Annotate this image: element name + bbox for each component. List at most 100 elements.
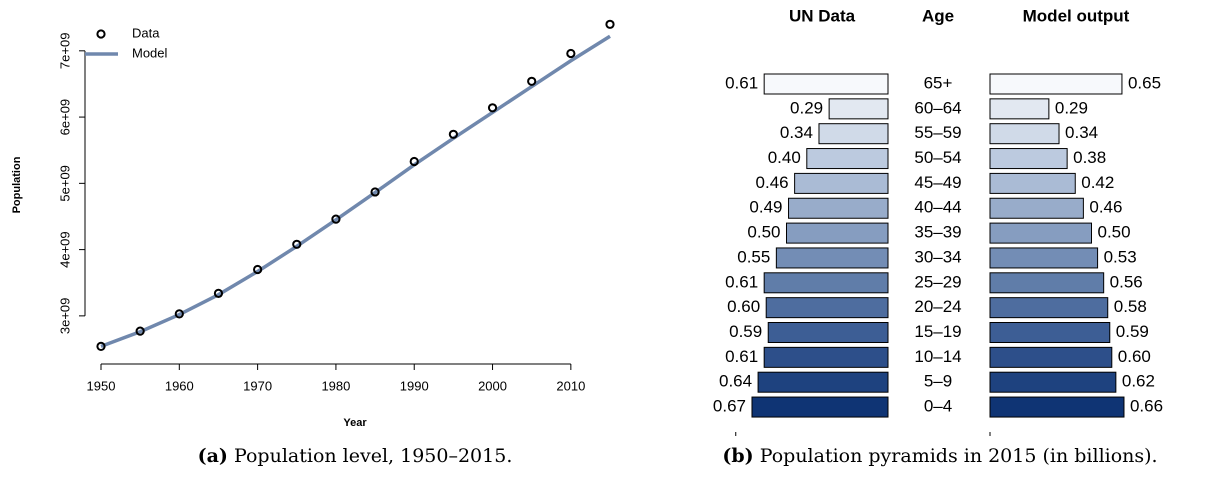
caption-text: Population pyramids in 2015 (in billions… <box>760 445 1158 467</box>
category-label: 35–39 <box>914 223 961 242</box>
x-axis-label: Year <box>343 417 367 429</box>
value-label: 0.59 <box>729 322 762 341</box>
value-label: 0.59 <box>1116 322 1149 341</box>
y-tick-label: 5e+09 <box>57 165 72 202</box>
bar <box>767 322 889 343</box>
bar <box>989 297 1109 319</box>
value-label: 0.50 <box>1098 223 1131 242</box>
bar <box>989 98 1050 120</box>
y-tick-label: 6e+09 <box>57 99 72 136</box>
value-label: 0.62 <box>1122 372 1155 391</box>
y-tick-label: 3e+09 <box>57 298 72 335</box>
category-label: 65+ <box>924 73 953 92</box>
x-tick-label: 1980 <box>321 378 350 393</box>
value-label: 0.42 <box>1081 173 1114 192</box>
category-label: 45–49 <box>914 173 961 192</box>
value-label: 0.55 <box>737 247 770 266</box>
value-label: 0.60 <box>1118 347 1151 366</box>
value-label: 0.61 <box>725 347 758 366</box>
bar <box>989 148 1068 170</box>
bar <box>794 172 889 194</box>
category-label: 5–9 <box>924 372 952 391</box>
category-label: 10–14 <box>914 347 961 366</box>
bar <box>989 197 1084 219</box>
data-point <box>448 129 458 139</box>
value-label: 0.66 <box>1130 397 1163 416</box>
value-label: 0.29 <box>790 98 823 117</box>
value-label: 0.38 <box>1073 148 1106 167</box>
x-tick-label: 2010 <box>556 378 585 393</box>
bar <box>818 123 889 145</box>
x-tick-label: 2000 <box>478 378 507 393</box>
caption: (a) Population level, 1950–2015. <box>198 445 513 467</box>
y-tick-label: 7e+09 <box>57 33 72 70</box>
bar <box>763 272 889 294</box>
value-label: 0.53 <box>1104 247 1137 266</box>
data-point <box>292 239 302 249</box>
bar <box>828 98 889 120</box>
category-label: 55–59 <box>914 123 961 142</box>
bar <box>989 247 1099 269</box>
x-tick-label: 1960 <box>165 378 194 393</box>
value-label: 0.58 <box>1114 297 1147 316</box>
data-point <box>253 264 263 275</box>
value-label: 0.46 <box>756 173 789 192</box>
data-point <box>566 48 576 59</box>
bar <box>989 172 1076 194</box>
y-tick-label: 4e+09 <box>57 231 72 268</box>
x-tick-label: 1990 <box>400 378 429 393</box>
caption-text: Population level, 1950–2015. <box>234 445 512 467</box>
bar <box>763 73 889 95</box>
data-point <box>174 309 184 319</box>
data-point <box>409 156 419 167</box>
data-point <box>370 187 380 197</box>
category-label: 0–4 <box>924 397 952 416</box>
value-label: 0.60 <box>727 297 760 316</box>
caption-label: (b) <box>722 445 753 467</box>
value-label: 0.61 <box>725 272 758 291</box>
legend-label: Data <box>132 25 160 40</box>
value-label: 0.34 <box>1065 123 1098 142</box>
category-label: 30–34 <box>914 247 961 266</box>
bar <box>751 396 889 418</box>
bar <box>989 73 1123 95</box>
bar <box>775 247 889 269</box>
category-header: Age <box>922 6 954 25</box>
bar <box>989 123 1060 145</box>
data-point <box>135 326 145 336</box>
data-point <box>331 214 341 224</box>
value-label: 0.65 <box>1128 73 1161 92</box>
legend-label: Model <box>132 45 168 60</box>
bar <box>765 297 889 319</box>
value-label: 0.40 <box>768 148 801 167</box>
x-tick-label: 1950 <box>87 378 116 393</box>
data-point <box>96 341 106 351</box>
bar <box>806 148 889 170</box>
data-point <box>213 288 224 298</box>
category-label: 40–44 <box>914 198 961 217</box>
value-label: 0.56 <box>1110 272 1143 291</box>
category-label: 20–24 <box>914 297 961 316</box>
value-label: 0.67 <box>713 397 746 416</box>
bar <box>763 346 889 368</box>
series-header: UN Data <box>789 6 856 25</box>
value-label: 0.64 <box>719 372 752 391</box>
bar <box>989 272 1105 294</box>
value-label: 0.34 <box>780 123 813 142</box>
value-label: 0.61 <box>725 73 758 92</box>
bar <box>989 396 1125 418</box>
bar <box>786 222 889 244</box>
category-label: 50–54 <box>914 148 961 167</box>
model-line <box>100 34 611 348</box>
bar <box>757 371 889 393</box>
series-header: Model output <box>1023 6 1130 25</box>
y-axis-label: Population <box>11 156 23 213</box>
bar <box>788 197 889 219</box>
value-label: 0.50 <box>747 223 780 242</box>
legend-marker <box>96 29 106 39</box>
bar <box>989 346 1113 368</box>
bar <box>989 322 1111 343</box>
value-label: 0.46 <box>1089 198 1122 217</box>
value-label: 0.49 <box>749 198 782 217</box>
